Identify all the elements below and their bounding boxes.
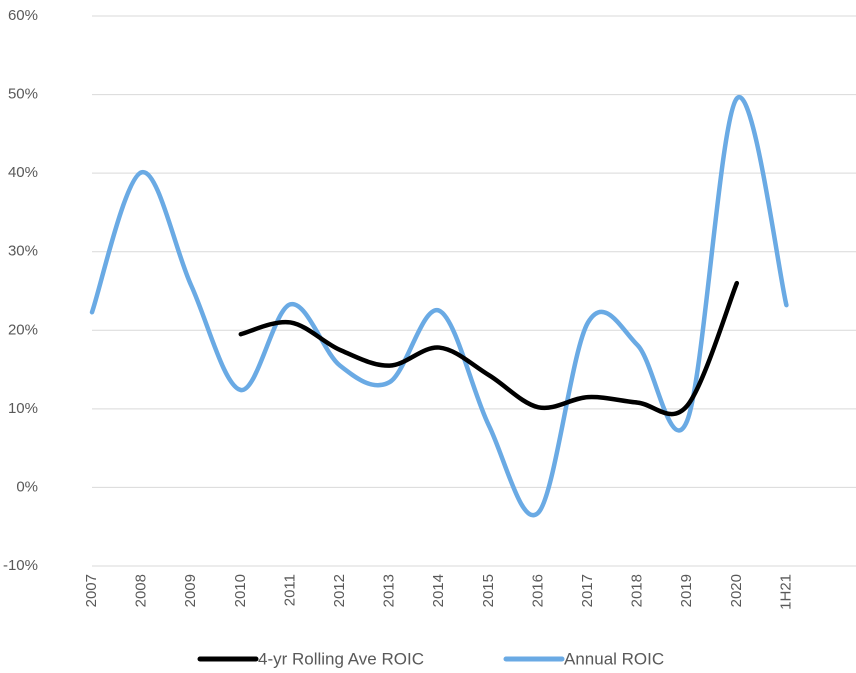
x-tick-label: 2008 <box>133 574 150 607</box>
y-tick-label: 40% <box>8 164 38 181</box>
x-tick-label: 2017 <box>579 574 596 607</box>
x-tick-label: 2011 <box>281 574 298 606</box>
x-tick-label: 2016 <box>529 574 546 607</box>
x-tick-label: 2019 <box>678 574 695 607</box>
y-tick-label: 10% <box>8 400 38 417</box>
y-tick-label: 20% <box>8 321 38 338</box>
x-tick-label: 2020 <box>728 574 745 607</box>
x-tick-label: 2007 <box>83 574 100 607</box>
y-tick-label: 60% <box>8 7 38 24</box>
y-tick-label: -10% <box>3 557 38 574</box>
series-line <box>238 280 740 417</box>
x-tick-label: 2012 <box>331 574 348 607</box>
legend-label: 4-yr Rolling Ave ROIC <box>258 649 424 668</box>
y-tick-label: 0% <box>16 478 38 495</box>
x-tick-label: 2014 <box>430 574 447 607</box>
x-tick-label: 2015 <box>480 574 497 607</box>
x-tick-label: 2009 <box>182 574 199 607</box>
series-line <box>89 95 789 518</box>
x-tick-label: 2013 <box>381 574 398 607</box>
legend-label: Annual ROIC <box>564 649 664 668</box>
x-tick-label: 2018 <box>629 574 646 607</box>
x-tick-label: 2010 <box>232 574 249 607</box>
x-tick-label: 1H21 <box>777 574 794 610</box>
y-tick-label: 50% <box>8 86 38 103</box>
y-tick-label: 30% <box>8 243 38 260</box>
